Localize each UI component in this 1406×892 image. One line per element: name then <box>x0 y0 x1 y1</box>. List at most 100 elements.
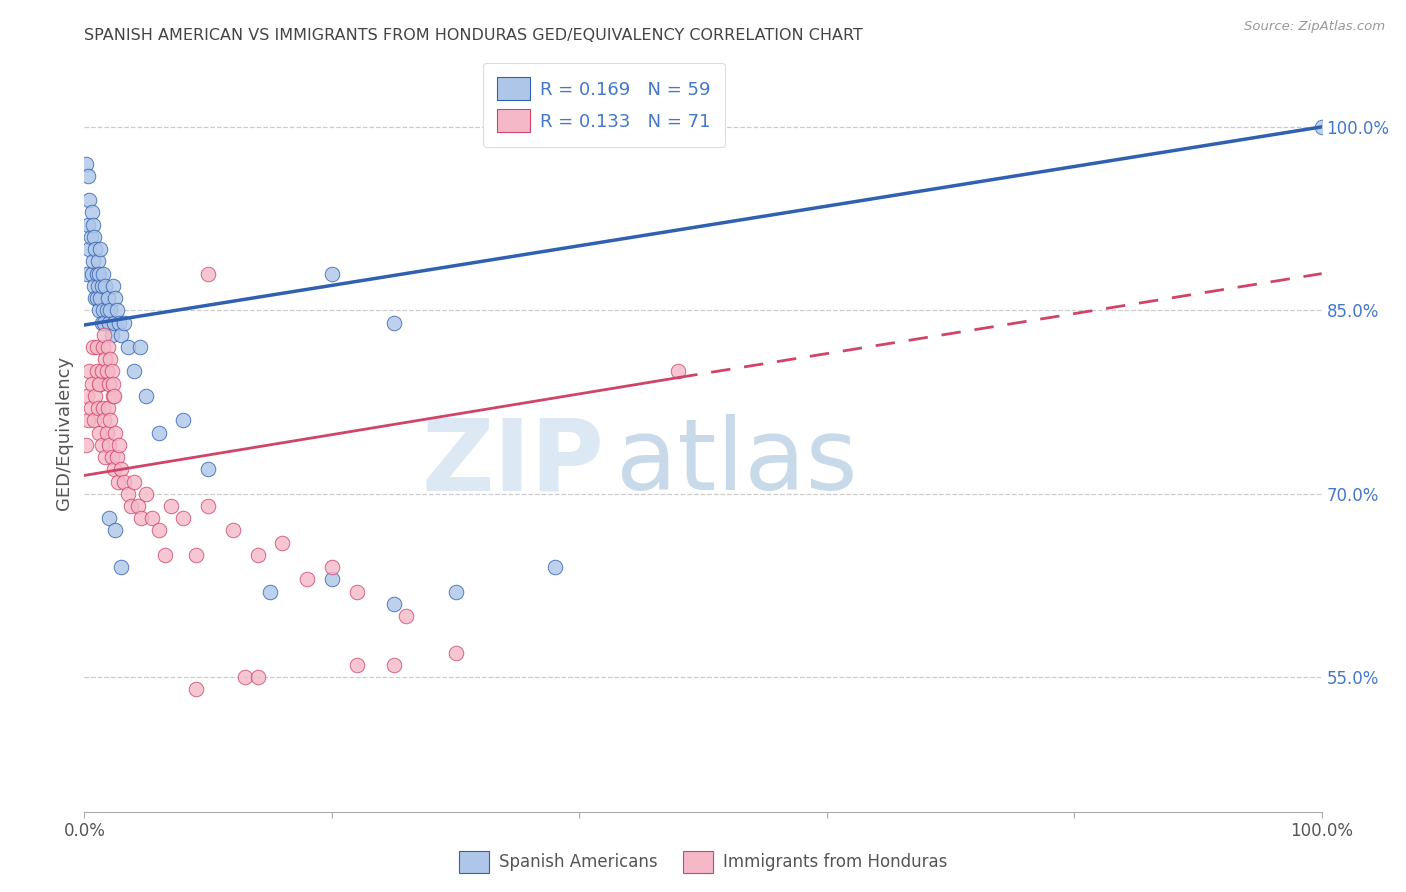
Point <box>91 340 114 354</box>
Point <box>84 291 107 305</box>
Point <box>93 316 115 330</box>
Point <box>98 303 121 318</box>
Point <box>77 413 100 427</box>
Point <box>103 389 125 403</box>
Point <box>103 462 125 476</box>
Point <box>100 327 122 342</box>
Point <box>91 267 114 281</box>
Point <box>80 205 103 219</box>
Point <box>129 511 152 525</box>
Point <box>112 316 135 330</box>
Point <box>79 401 101 416</box>
Text: Source: ZipAtlas.com: Source: ZipAtlas.com <box>1244 20 1385 33</box>
Point <box>84 242 107 256</box>
Point <box>93 327 115 342</box>
Point <box>197 267 219 281</box>
Point <box>110 462 132 476</box>
Point <box>79 230 101 244</box>
Point <box>79 364 101 378</box>
Point <box>86 267 108 281</box>
Point <box>346 584 368 599</box>
Point <box>97 291 120 305</box>
Point <box>117 487 139 501</box>
Legend: Spanish Americans, Immigrants from Honduras: Spanish Americans, Immigrants from Hondu… <box>453 845 953 880</box>
Text: ZIP: ZIP <box>422 415 605 511</box>
Point <box>346 657 368 672</box>
Point <box>148 425 170 440</box>
Point <box>82 340 104 354</box>
Point <box>117 340 139 354</box>
Point <box>94 278 117 293</box>
Point <box>105 450 128 464</box>
Point <box>97 401 120 416</box>
Point <box>98 316 121 330</box>
Point <box>83 278 105 293</box>
Point <box>82 254 104 268</box>
Point <box>543 560 565 574</box>
Point <box>84 389 107 403</box>
Point <box>1310 120 1333 134</box>
Point <box>83 230 105 244</box>
Point <box>107 475 129 489</box>
Point <box>98 352 121 367</box>
Point <box>77 218 100 232</box>
Point <box>321 573 343 587</box>
Point <box>172 511 194 525</box>
Point <box>100 450 122 464</box>
Point <box>233 670 256 684</box>
Point <box>90 364 112 378</box>
Point <box>120 499 142 513</box>
Point <box>98 511 121 525</box>
Point <box>141 511 163 525</box>
Point <box>89 291 111 305</box>
Point <box>108 316 131 330</box>
Point <box>160 499 183 513</box>
Point <box>112 475 135 489</box>
Point <box>129 340 152 354</box>
Point <box>98 413 121 427</box>
Point <box>122 475 145 489</box>
Point <box>91 303 114 318</box>
Point <box>80 267 103 281</box>
Point <box>666 364 689 378</box>
Point <box>101 376 124 391</box>
Point <box>135 487 157 501</box>
Point <box>97 340 120 354</box>
Point <box>76 267 98 281</box>
Point <box>87 278 110 293</box>
Point <box>77 169 100 183</box>
Point <box>79 194 101 208</box>
Point <box>86 340 108 354</box>
Point <box>122 364 145 378</box>
Point <box>246 548 269 562</box>
Legend: R = 0.169   N = 59, R = 0.133   N = 71: R = 0.169 N = 59, R = 0.133 N = 71 <box>482 62 725 147</box>
Point <box>82 218 104 232</box>
Point <box>444 584 467 599</box>
Point <box>101 278 124 293</box>
Point <box>96 303 118 318</box>
Point <box>110 560 132 574</box>
Point <box>382 316 405 330</box>
Point <box>172 413 194 427</box>
Point <box>148 524 170 538</box>
Y-axis label: GED/Equivalency: GED/Equivalency <box>55 356 73 509</box>
Point <box>80 376 103 391</box>
Point <box>89 267 111 281</box>
Point <box>94 352 117 367</box>
Point <box>259 584 281 599</box>
Point <box>135 389 157 403</box>
Point <box>295 573 318 587</box>
Point <box>104 291 127 305</box>
Point <box>321 267 343 281</box>
Point <box>87 401 110 416</box>
Point <box>93 413 115 427</box>
Point <box>91 401 114 416</box>
Point <box>103 316 125 330</box>
Point <box>197 462 219 476</box>
Point <box>76 389 98 403</box>
Point <box>83 413 105 427</box>
Point <box>104 425 127 440</box>
Point <box>75 156 97 170</box>
Point <box>96 425 118 440</box>
Point <box>197 499 219 513</box>
